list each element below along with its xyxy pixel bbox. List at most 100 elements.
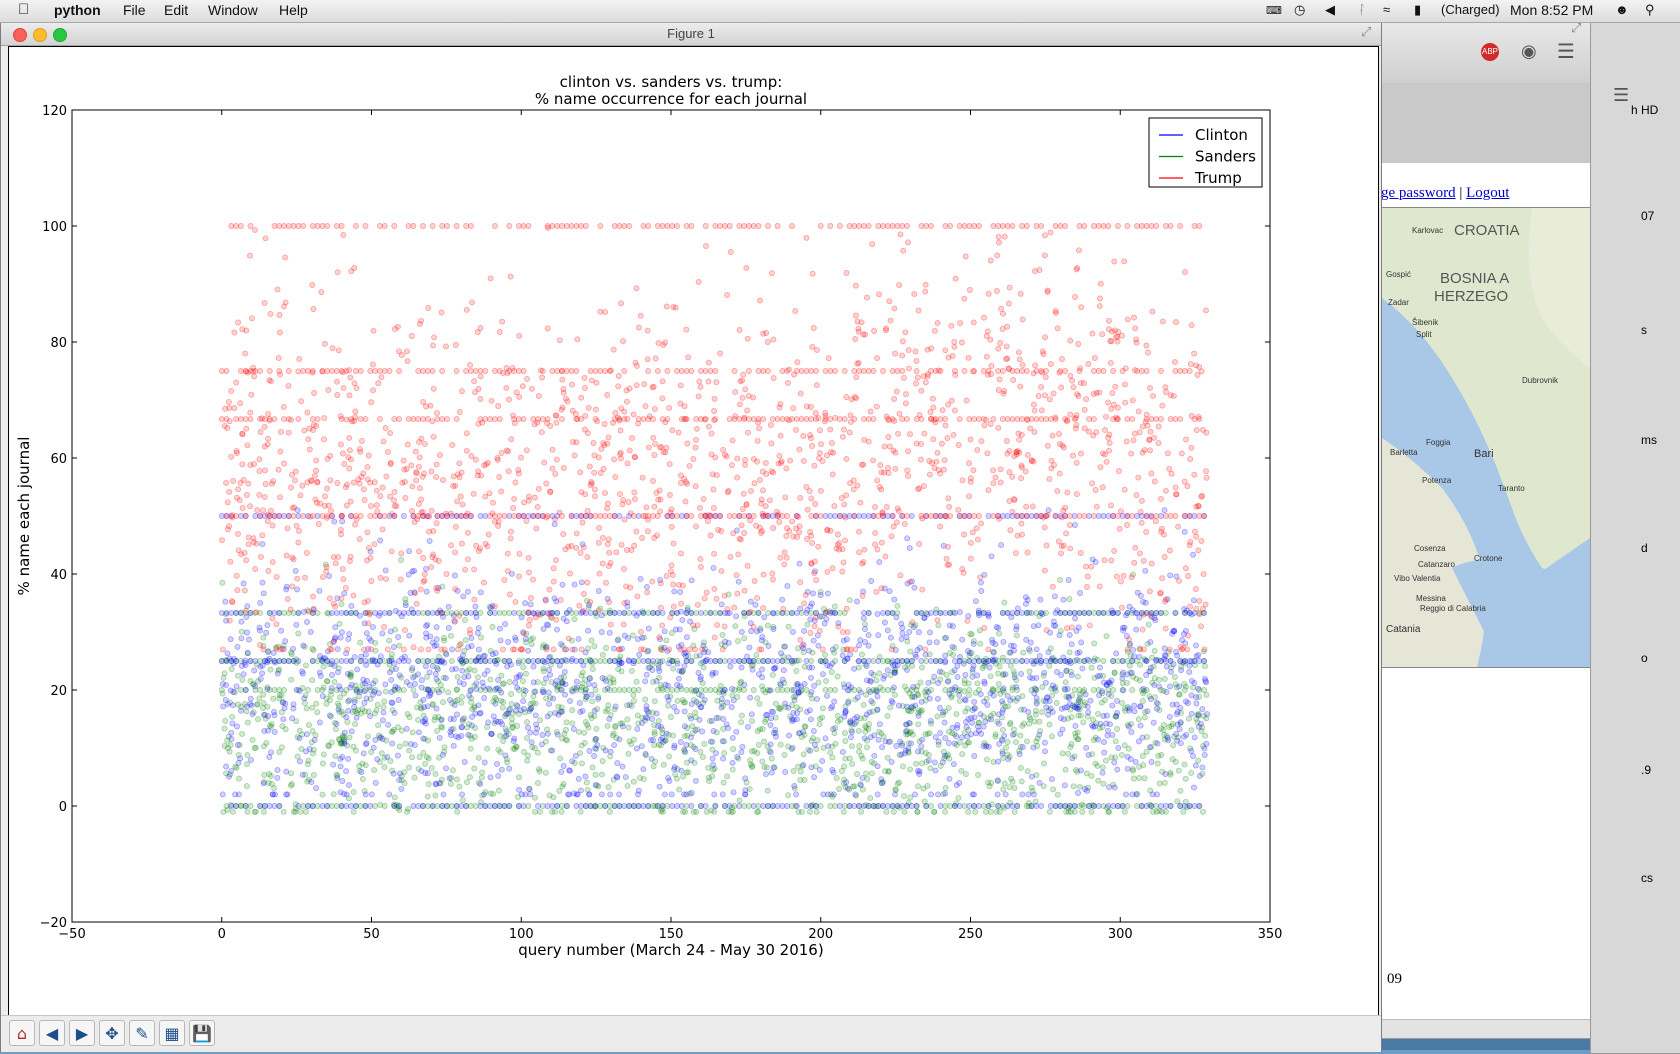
sanders-point: [626, 687, 633, 693]
sanders-point: [220, 674, 227, 681]
sanders-point: [630, 687, 637, 693]
minimize-button[interactable]: [33, 28, 47, 42]
keyboard-icon[interactable]: ⌨: [1266, 5, 1282, 17]
clinton-point: [582, 773, 589, 780]
sanders-point: [610, 776, 617, 783]
fullscreen-icon[interactable]: ⤢: [1571, 21, 1582, 36]
figure-window[interactable]: Figure 1 ⤢ −50 0 50 100 150 200 250 300 350 −20 0 2…: [0, 22, 1382, 1052]
sanders-point: [764, 787, 771, 794]
menu-icon[interactable]: ☰: [1557, 39, 1575, 63]
sanders-point: [749, 762, 756, 769]
menu-window[interactable]: Window: [208, 2, 258, 18]
trump-point: [824, 568, 831, 575]
sanders-point: [1079, 801, 1085, 808]
sanders-point: [695, 691, 702, 698]
logout-link[interactable]: Logout: [1466, 185, 1510, 201]
clinton-point: [247, 695, 254, 702]
clinton-point: [343, 791, 350, 798]
sanders-point: [1000, 688, 1007, 695]
figure-canvas[interactable]: −50 0 50 100 150 200 250 300 350 −20 0 20 40 60 80 100 1…: [8, 46, 1379, 1016]
clinton-point: [415, 803, 422, 809]
menu-file[interactable]: File: [123, 2, 146, 18]
sanders-point: [855, 727, 862, 734]
clinton-point: [1009, 803, 1016, 809]
clinton-point: [808, 674, 814, 681]
clock[interactable]: Mon 8:52 PM: [1510, 2, 1594, 18]
clinton-point: [636, 652, 643, 658]
bluetooth-icon[interactable]: ᛛ: [1358, 2, 1366, 17]
clinton-point: [578, 658, 585, 664]
map-label-bari: Bari: [1474, 448, 1494, 460]
spotlight-search-icon[interactable]: ⚲: [1645, 2, 1655, 17]
clinton-point: [565, 791, 572, 798]
trump-point: [1103, 413, 1109, 420]
background-browser-window[interactable]: ABP ◉ ☰ ⤢ ge password | Logout CROATIA B…: [1380, 21, 1592, 1039]
trump-point: [1060, 507, 1067, 514]
sanders-point: [680, 773, 687, 780]
clinton-point: [482, 513, 489, 519]
extension-icon[interactable]: ◉: [1521, 41, 1537, 62]
close-button[interactable]: [13, 28, 27, 42]
scatter-chart[interactable]: −50 0 50 100 150 200 250 300 350−200204060801001…: [9, 47, 1378, 1015]
clinton-point: [968, 731, 975, 738]
time-machine-icon[interactable]: ◷: [1294, 2, 1306, 17]
clinton-point: [881, 619, 888, 626]
sanders-point: [559, 642, 566, 649]
apple-menu-icon[interactable]: : [18, 1, 29, 18]
sanders-point: [424, 793, 431, 800]
wifi-icon[interactable]: ≈: [1383, 2, 1391, 17]
clinton-point: [332, 624, 339, 631]
app-menu[interactable]: python: [54, 2, 101, 18]
sanders-point: [985, 779, 991, 786]
sanders-point: [425, 755, 432, 762]
battery-icon[interactable]: ▮: [1414, 2, 1422, 17]
clinton-point: [396, 770, 403, 777]
trump-point: [282, 254, 289, 261]
sanders-point: [792, 803, 799, 809]
clinton-point: [1201, 658, 1208, 664]
trump-point: [892, 465, 899, 472]
sanders-point: [746, 785, 753, 792]
sanders-point: [1071, 703, 1078, 710]
finder-menu-icon[interactable]: ☰: [1613, 85, 1630, 106]
clinton-point: [238, 618, 245, 625]
sanders-point: [429, 658, 436, 664]
clinton-point: [1161, 507, 1168, 514]
trump-point: [1176, 577, 1182, 584]
clinton-point: [463, 609, 470, 616]
clinton-point: [683, 658, 690, 664]
menu-edit[interactable]: Edit: [164, 2, 189, 18]
clinton-point: [443, 765, 449, 772]
sanders-point: [714, 697, 721, 704]
clinton-point: [1103, 720, 1110, 727]
change-password-link[interactable]: ge password: [1381, 185, 1456, 201]
sanders-point: [709, 746, 716, 753]
sanders-point: [1100, 803, 1107, 809]
adblock-icon[interactable]: ABP: [1481, 43, 1499, 61]
clinton-point: [707, 658, 714, 664]
trump-point: [855, 360, 862, 366]
sanders-point: [749, 718, 755, 724]
sanders-point: [391, 686, 398, 693]
background-finder-sidebar[interactable]: ☰ h HD 07 s ms d o .9 cs: [1590, 22, 1680, 1054]
figure-title-bar[interactable]: Figure 1 ⤢: [1, 23, 1381, 46]
clinton-point: [661, 791, 668, 798]
trump-point: [727, 249, 734, 255]
map-image[interactable]: CROATIA BOSNIA A HERZEGO Karlovac Zadar …: [1381, 207, 1591, 668]
menu-help[interactable]: Help: [279, 2, 308, 18]
clinton-point: [874, 610, 881, 617]
clinton-point: [1090, 658, 1097, 664]
trump-point: [637, 628, 644, 635]
sanders-point: [288, 649, 295, 656]
clinton-point: [913, 803, 920, 809]
user-icon[interactable]: ☻: [1615, 2, 1629, 17]
clinton-point: [459, 652, 466, 659]
zoom-button[interactable]: [53, 28, 67, 42]
fullscreen-icon[interactable]: ⤢: [1361, 25, 1372, 40]
sanders-point: [227, 771, 233, 778]
trump-point: [667, 614, 674, 621]
clinton-point: [348, 803, 355, 809]
sanders-point: [725, 591, 732, 598]
volume-icon[interactable]: ◀: [1325, 2, 1335, 17]
trump-point: [237, 400, 244, 407]
